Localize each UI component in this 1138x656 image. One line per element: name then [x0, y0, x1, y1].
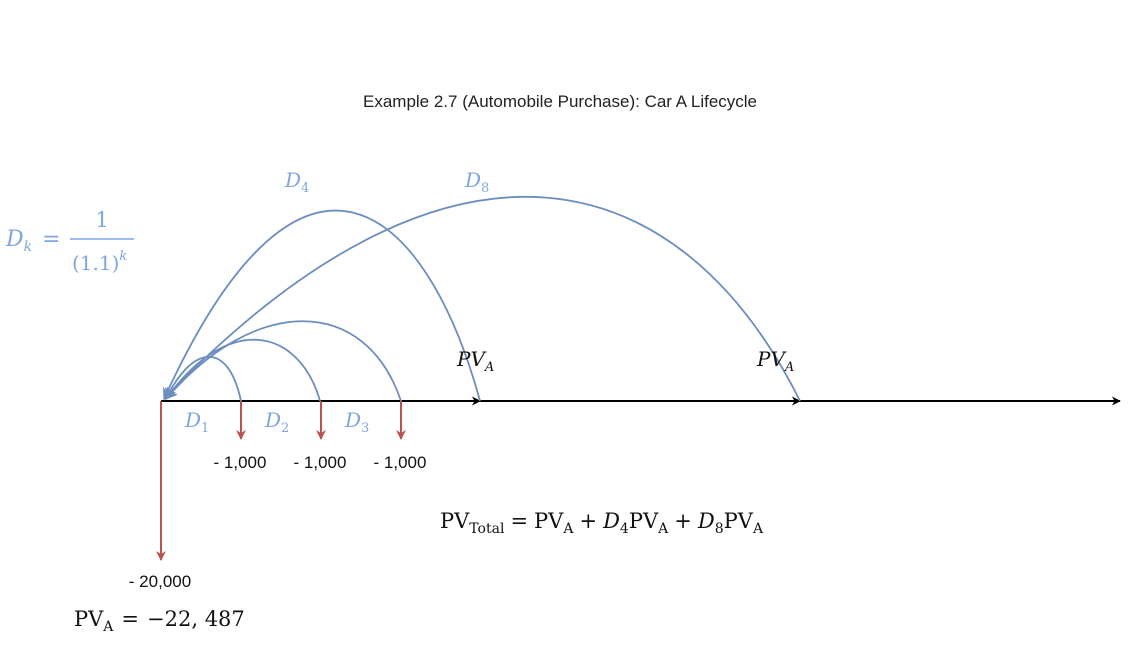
discount-arcs [163, 196, 801, 402]
cash-label-year1: - 1,000 [214, 453, 267, 472]
cash-label-initial: - 20,000 [129, 572, 191, 591]
arc-d2 [165, 338, 321, 402]
cash-label-year3: - 1,000 [374, 453, 427, 472]
formula-equals: = [42, 227, 60, 252]
diagram-title: Example 2.7 (Automobile Purchase): Car A… [363, 92, 757, 111]
label-d1: D1 [184, 408, 209, 436]
formula-denominator-exp: k [119, 249, 127, 264]
formula-numerator: 1 [95, 208, 108, 232]
pv-a-result: PVA = −22, 487 [74, 607, 245, 635]
discount-factor-formula: Dk = 1 (1.1)k [5, 208, 134, 275]
label-d4: D4 [284, 168, 309, 196]
arc-d3 [165, 320, 402, 402]
cash-label-year2: - 1,000 [294, 453, 347, 472]
label-d2: D2 [264, 408, 289, 436]
label-d8: D8 [464, 168, 489, 196]
svg-text:(1.1)k: (1.1)k [72, 249, 127, 275]
cash-flow-arrows [156, 401, 406, 561]
pv-marker-year8: PVA [756, 347, 794, 375]
svg-text:Dk=: Dk = [5, 227, 61, 255]
formula-lhs-sub: k [24, 239, 32, 255]
formula-lhs-var: D [5, 227, 24, 252]
pv-marker-year4: PVA [456, 347, 494, 375]
formula-denominator-base: (1.1) [72, 251, 119, 275]
label-d3: D3 [344, 408, 369, 436]
arc-d8 [163, 196, 801, 402]
arc-d4 [163, 209, 481, 402]
pv-total-formula: PVTotal = PVA + D4PVA + D8PVA [440, 509, 764, 537]
arc-d1 [165, 356, 242, 402]
